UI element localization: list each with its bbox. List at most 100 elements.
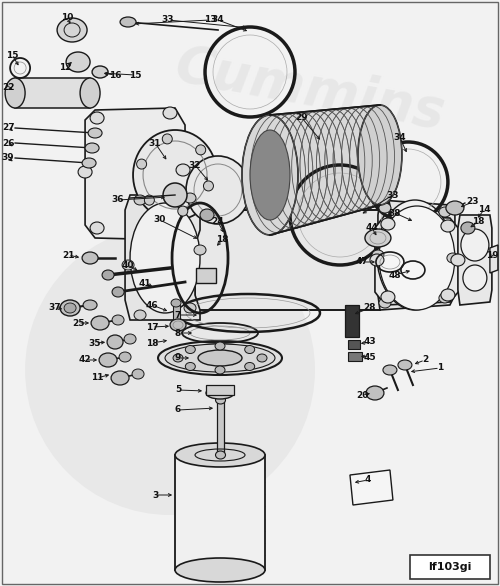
Text: 32: 32 [189,161,202,169]
Ellipse shape [134,195,146,205]
Text: 43: 43 [364,338,376,346]
Ellipse shape [447,253,459,263]
Text: 13: 13 [204,15,216,25]
Ellipse shape [441,289,455,301]
Ellipse shape [91,316,109,330]
Bar [175,455,265,570]
Text: 39: 39 [2,154,14,162]
Polygon shape [85,108,185,240]
Ellipse shape [196,145,205,155]
Ellipse shape [25,225,315,515]
Text: 35: 35 [89,339,102,347]
Text: 16: 16 [109,70,122,80]
Ellipse shape [163,183,187,207]
Ellipse shape [242,115,298,235]
Ellipse shape [194,245,206,255]
Ellipse shape [119,352,131,362]
Ellipse shape [136,159,146,169]
Ellipse shape [206,387,234,399]
Text: 15: 15 [6,50,18,60]
Text: 17: 17 [146,322,158,332]
Ellipse shape [90,112,104,124]
Text: 34: 34 [212,15,224,25]
Ellipse shape [381,218,395,230]
Polygon shape [490,245,498,273]
Ellipse shape [57,18,87,42]
Text: 18: 18 [146,339,158,347]
Bar [196,268,216,283]
Bar [348,352,362,361]
Ellipse shape [215,366,225,374]
Text: 20: 20 [356,390,368,400]
Ellipse shape [134,310,146,320]
Text: 22: 22 [2,83,14,93]
Text: 4: 4 [365,475,371,485]
Ellipse shape [175,443,265,467]
Ellipse shape [184,303,196,313]
Ellipse shape [439,293,451,303]
Text: 26: 26 [2,138,14,148]
Text: 42: 42 [79,356,92,364]
Text: 8: 8 [175,329,181,338]
Text: 7: 7 [175,311,181,319]
Ellipse shape [99,353,117,367]
Text: 31: 31 [149,138,162,148]
Ellipse shape [107,335,123,349]
Text: 46: 46 [146,301,158,309]
Ellipse shape [379,206,455,310]
Ellipse shape [124,334,136,344]
Ellipse shape [244,363,254,370]
Ellipse shape [83,300,97,310]
Text: 33: 33 [162,15,174,25]
Text: 48: 48 [388,271,401,280]
Ellipse shape [198,350,242,366]
Ellipse shape [5,78,25,108]
Text: 44: 44 [366,223,378,233]
Ellipse shape [184,193,196,203]
Bar [345,305,359,337]
Ellipse shape [165,344,275,372]
Ellipse shape [60,300,80,316]
Ellipse shape [171,299,181,307]
Ellipse shape [365,229,391,247]
Ellipse shape [379,203,391,213]
Ellipse shape [102,270,114,280]
Text: 1: 1 [437,363,443,373]
Text: 24: 24 [212,217,224,227]
Ellipse shape [85,143,99,153]
Text: Cummins: Cummins [171,40,449,139]
Ellipse shape [132,369,144,379]
Ellipse shape [379,298,391,308]
Ellipse shape [170,319,186,331]
Ellipse shape [366,386,384,400]
Ellipse shape [133,130,217,220]
Ellipse shape [441,220,455,232]
Text: 5: 5 [175,386,181,394]
Ellipse shape [186,346,196,353]
Text: 3: 3 [152,490,158,499]
Ellipse shape [398,360,412,370]
Text: 18: 18 [216,236,228,244]
Ellipse shape [176,164,190,176]
Ellipse shape [451,254,465,266]
Polygon shape [125,195,200,320]
Bar [195,210,380,310]
Ellipse shape [186,363,196,370]
Text: 19: 19 [486,250,498,260]
Ellipse shape [144,195,154,205]
Text: 23: 23 [466,197,479,206]
Text: 38: 38 [388,209,401,217]
Text: 25: 25 [72,319,85,328]
Ellipse shape [358,105,402,205]
Text: 27: 27 [2,122,14,131]
Ellipse shape [461,222,475,234]
Ellipse shape [257,354,267,362]
Ellipse shape [92,66,108,78]
Text: 28: 28 [364,304,376,312]
Ellipse shape [186,156,250,224]
Polygon shape [350,470,393,505]
Ellipse shape [111,371,129,385]
Ellipse shape [66,52,90,72]
Ellipse shape [204,181,214,191]
Polygon shape [270,105,380,235]
